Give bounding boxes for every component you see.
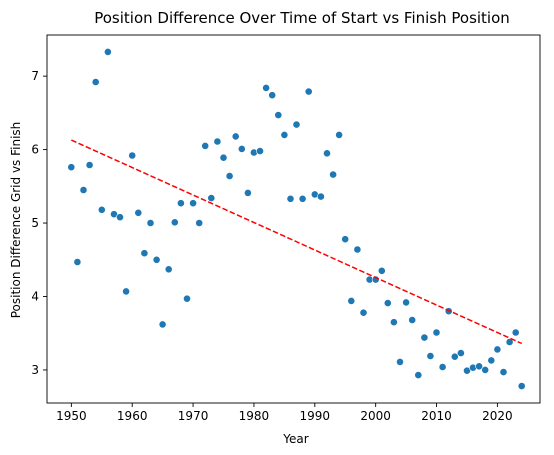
data-point: [335, 130, 343, 139]
data-point: [146, 219, 155, 227]
data-point: [128, 151, 137, 160]
x-tick-label: 1980: [239, 409, 270, 423]
data-point: [274, 111, 283, 119]
data-point: [170, 218, 179, 227]
chart-title: Position Difference Over Time of Start v…: [94, 9, 510, 27]
data-point: [97, 205, 106, 214]
data-point: [493, 345, 502, 354]
data-point: [237, 144, 246, 153]
data-point: [402, 298, 410, 307]
data-point: [487, 356, 496, 365]
data-point: [79, 186, 88, 194]
y-tick-label: 5: [31, 216, 39, 230]
data-point: [292, 120, 301, 129]
data-point: [268, 91, 277, 100]
data-point: [116, 213, 124, 222]
x-tick-label: 1970: [178, 409, 209, 423]
data-point: [256, 147, 264, 155]
trendline: [71, 139, 523, 345]
x-tick-label: 2010: [421, 409, 452, 423]
data-point: [377, 266, 386, 275]
data-point: [122, 287, 130, 296]
data-point: [450, 352, 459, 361]
y-tick-label: 7: [31, 69, 39, 83]
data-point: [426, 352, 435, 360]
data-point: [158, 320, 167, 329]
x-tick-label: 1960: [117, 409, 148, 423]
data-point: [316, 192, 325, 201]
data-point: [201, 141, 210, 150]
data-point: [213, 137, 222, 146]
data-point: [517, 382, 526, 390]
data-point: [438, 363, 447, 371]
data-point: [140, 249, 149, 258]
data-point: [341, 235, 350, 244]
data-point: [396, 357, 404, 366]
y-axis-label: Position Difference Grid vs Finish: [9, 122, 23, 319]
data-point: [91, 78, 100, 86]
data-point: [499, 368, 508, 376]
x-axis-label: Year: [282, 432, 308, 446]
data-point: [176, 199, 185, 208]
data-point: [152, 255, 161, 264]
data-point: [243, 188, 252, 197]
data-point: [511, 328, 520, 337]
y-tick-label: 3: [31, 363, 39, 377]
data-point: [304, 87, 313, 96]
x-tick-label: 2020: [482, 409, 513, 423]
data-point: [481, 365, 490, 374]
y-tick-label: 4: [31, 289, 39, 303]
data-point: [323, 149, 331, 158]
data-point: [104, 48, 112, 56]
data-point: [73, 258, 82, 266]
data-point: [189, 199, 197, 208]
data-point: [383, 299, 392, 307]
data-point: [262, 84, 270, 92]
data-point: [67, 163, 76, 172]
data-point: [505, 338, 514, 346]
data-point: [85, 161, 94, 169]
data-point: [408, 316, 417, 324]
data-point: [207, 194, 216, 202]
data-point: [414, 371, 423, 379]
data-point: [298, 194, 307, 203]
data-point: [195, 219, 204, 227]
data-point: [432, 328, 441, 337]
data-point: [183, 294, 191, 303]
data-point: [359, 308, 368, 317]
data-point: [225, 172, 234, 180]
data-point: [280, 130, 289, 139]
data-point: [456, 349, 465, 357]
y-tick-label: 6: [31, 143, 39, 157]
x-tick-label: 1950: [56, 409, 87, 423]
data-point: [420, 333, 429, 342]
data-point: [389, 318, 398, 327]
x-tick-label: 1990: [300, 409, 331, 423]
data-point: [219, 153, 228, 162]
data-point: [353, 245, 362, 254]
data-point: [164, 265, 173, 274]
data-point: [286, 194, 295, 203]
data-point: [231, 132, 240, 141]
plot-frame: [46, 34, 541, 404]
data-point: [475, 362, 483, 371]
data-point: [329, 170, 337, 179]
data-point: [134, 208, 143, 217]
x-tick-label: 2000: [360, 409, 391, 423]
plot-area: 1950 1960 1970 1980 1990 2000 2010 2020 3 4 5 6 7: [31, 34, 541, 423]
data-point: [347, 296, 356, 305]
